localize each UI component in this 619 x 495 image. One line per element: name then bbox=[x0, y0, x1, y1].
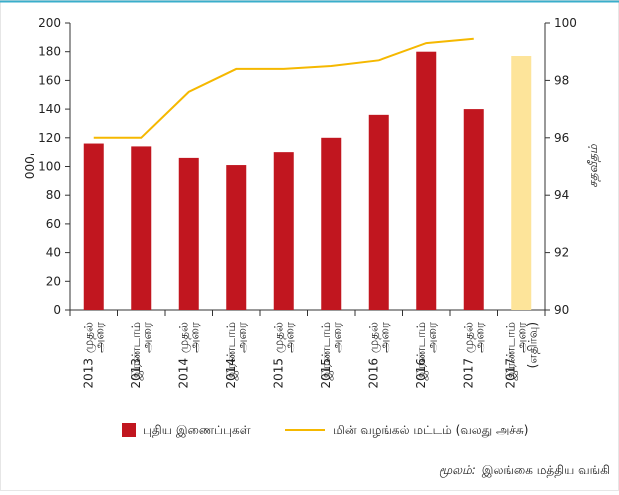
bar bbox=[131, 146, 152, 310]
line bbox=[93, 37, 474, 139]
y-tick-label: 80 bbox=[46, 188, 61, 202]
bar bbox=[83, 143, 104, 310]
y-tick-label: 40 bbox=[46, 246, 61, 260]
x-tick-label: (எதிர்வு) bbox=[525, 322, 539, 368]
x-tick-year: 2015 bbox=[319, 358, 333, 389]
x-tick-label: இரண்டாம் bbox=[503, 322, 518, 381]
y2-tick-label: 94 bbox=[554, 188, 569, 202]
bar bbox=[178, 157, 199, 310]
x-tick-label: அரை bbox=[377, 321, 391, 353]
y-tick-label: 180 bbox=[38, 45, 61, 59]
x-tick-label: இரண்டாம் bbox=[129, 322, 144, 381]
x-tick-year: 2016 bbox=[366, 358, 380, 389]
source-label: மூலம்: bbox=[439, 463, 476, 478]
bar bbox=[226, 165, 247, 310]
bar bbox=[463, 109, 484, 310]
x-tick-label: இரண்டாம் bbox=[414, 322, 429, 381]
x-tick-label: இரண்டாம் bbox=[224, 322, 239, 381]
y2-tick-label: 90 bbox=[554, 303, 569, 317]
y-tick-label: 100 bbox=[38, 160, 61, 174]
x-tick-label: அரை bbox=[235, 321, 249, 353]
x-tick-label: முதல் bbox=[81, 322, 96, 353]
source: மூலம்: இலங்கை மத்திய வங்கி bbox=[439, 463, 610, 478]
y-tick-label: 60 bbox=[46, 217, 61, 231]
x-tick-label: முதல் bbox=[461, 322, 476, 353]
x-tick-year: 2013 bbox=[81, 358, 95, 389]
x-tick-year: 2017 bbox=[503, 358, 517, 389]
x-tick-label: முதல் bbox=[176, 322, 191, 353]
y-tick-label: 120 bbox=[38, 131, 61, 145]
y-tick-label: 0 bbox=[53, 303, 61, 317]
y-tick-label: 200 bbox=[38, 16, 61, 30]
x-tick-year: 2016 bbox=[414, 358, 428, 389]
y-tick-label: 140 bbox=[38, 102, 61, 116]
x-tick-year: 2014 bbox=[224, 358, 238, 389]
source-text: இலங்கை மத்திய வங்கி bbox=[482, 463, 610, 478]
y-tick-label: 160 bbox=[38, 73, 61, 87]
x-tick-year: 2017 bbox=[461, 358, 475, 389]
y2-tick-label: 96 bbox=[554, 131, 569, 145]
x-tick-label: அரை bbox=[282, 321, 296, 353]
bar bbox=[321, 137, 342, 310]
bar bbox=[273, 152, 294, 310]
x-tick-label: அரை bbox=[425, 321, 439, 353]
x-tick-year: 2014 bbox=[176, 358, 190, 389]
y2-tick-label: 100 bbox=[554, 16, 577, 30]
x-tick-label: அரை bbox=[472, 321, 486, 353]
legend-label: புதிய இணைப்புகள் bbox=[143, 423, 251, 438]
x-tick-label: அரை bbox=[140, 321, 154, 353]
x-tick-label: அரை bbox=[187, 321, 201, 353]
y-tick-label: 20 bbox=[46, 274, 61, 288]
x-tick-label: முதல் bbox=[271, 322, 286, 353]
x-tick-year: 2015 bbox=[271, 358, 285, 389]
y-axis-label: '000 bbox=[22, 153, 36, 179]
y2-tick-label: 92 bbox=[554, 246, 569, 260]
x-tick-label: இரண்டாம் bbox=[319, 322, 334, 381]
x-tick-label: அரை bbox=[92, 321, 106, 353]
bar bbox=[511, 56, 532, 310]
x-tick-label: அரை bbox=[330, 321, 344, 353]
y2-axis-label: சதவீதம் bbox=[586, 144, 601, 188]
y2-tick-label: 98 bbox=[554, 73, 569, 87]
bar bbox=[368, 114, 389, 310]
legend-swatch bbox=[122, 423, 136, 437]
x-tick-year: 2013 bbox=[129, 358, 143, 389]
x-tick-label: அரை bbox=[514, 321, 528, 353]
bar bbox=[416, 51, 437, 310]
x-tick-label: முதல் bbox=[366, 322, 381, 353]
legend-label: மின் வழங்கல் மட்டம் (வலது அச்சு) bbox=[333, 423, 528, 438]
